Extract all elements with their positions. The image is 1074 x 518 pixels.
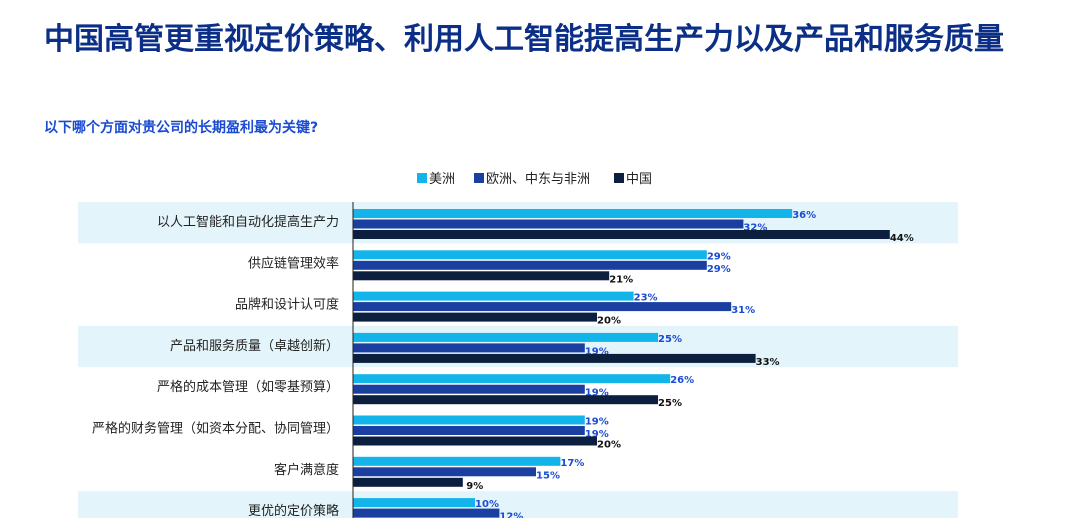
value-label-1-3: 44% bbox=[890, 233, 914, 244]
value-label-4-2: 19% bbox=[585, 346, 609, 357]
row-band-8 bbox=[78, 491, 958, 518]
bar-6-2 bbox=[353, 426, 585, 435]
bar-5-3 bbox=[353, 395, 658, 405]
legend-swatch-1 bbox=[417, 173, 427, 183]
value-label-3-1: 23% bbox=[634, 293, 658, 304]
value-label-1-1: 36% bbox=[792, 210, 816, 221]
bar-8-1 bbox=[353, 498, 475, 508]
page-title: 中国高管更重视定价策略、利用人工智能提高生产力以及产品和服务质量 bbox=[44, 22, 1004, 57]
bar-6-1 bbox=[353, 415, 585, 425]
value-label-6-3: 20% bbox=[597, 440, 621, 451]
bar-4-1 bbox=[353, 332, 658, 342]
category-label-1: 以人工智能和自动化提高生产力 bbox=[157, 214, 339, 230]
bar-2-2 bbox=[353, 260, 707, 270]
value-label-4-3: 33% bbox=[756, 357, 780, 368]
value-label-7-1: 17% bbox=[560, 458, 584, 469]
category-label-7: 客户满意度 bbox=[274, 462, 339, 478]
category-label-8: 更优的定价策略 bbox=[248, 503, 339, 518]
bar-8-2 bbox=[353, 508, 500, 518]
legend-swatch-2 bbox=[474, 173, 484, 183]
value-label-3-3: 20% bbox=[597, 316, 621, 327]
bar-7-3 bbox=[353, 477, 463, 487]
bar-1-3 bbox=[353, 230, 890, 239]
value-label-2-1: 29% bbox=[707, 251, 731, 262]
value-label-5-1: 26% bbox=[670, 375, 694, 386]
category-label-3: 品牌和设计认可度 bbox=[235, 297, 339, 313]
bar-4-2 bbox=[353, 343, 585, 353]
value-label-2-3: 21% bbox=[609, 274, 633, 285]
value-label-6-2: 19% bbox=[585, 429, 609, 440]
legend-label-3: 中国 bbox=[626, 172, 652, 187]
value-label-2-2: 29% bbox=[707, 264, 731, 275]
bar-2-3 bbox=[353, 271, 610, 281]
bar-5-1 bbox=[353, 374, 671, 384]
bar-3-1 bbox=[353, 291, 634, 301]
bar-1-2 bbox=[353, 219, 744, 229]
value-label-6-1: 19% bbox=[585, 417, 609, 428]
chart-subtitle: 以下哪个方面对贵公司的长期盈利最为关键? bbox=[44, 120, 319, 136]
bar-3-3 bbox=[353, 312, 597, 322]
bar-3-2 bbox=[353, 302, 732, 312]
value-label-5-2: 19% bbox=[585, 388, 609, 399]
bar-4-3 bbox=[353, 353, 756, 363]
category-label-2: 供应链管理效率 bbox=[248, 255, 339, 271]
value-label-8-1: 10% bbox=[475, 499, 499, 510]
legend-swatch-3 bbox=[614, 173, 624, 183]
category-label-6: 严格的财务管理（如资本分配、协同管理） bbox=[92, 421, 339, 437]
value-label-4-1: 25% bbox=[658, 334, 682, 345]
value-label-8-2: 12% bbox=[499, 512, 523, 518]
value-label-7-2: 15% bbox=[536, 470, 560, 481]
bar-6-3 bbox=[353, 436, 597, 446]
value-label-1-2: 32% bbox=[743, 223, 767, 234]
bar-5-2 bbox=[353, 384, 585, 394]
legend-label-1: 美洲 bbox=[429, 172, 455, 187]
value-label-3-2: 31% bbox=[731, 305, 755, 316]
bar-7-1 bbox=[353, 456, 561, 466]
bar-2-1 bbox=[353, 250, 707, 260]
category-label-4: 产品和服务质量（卓越创新） bbox=[170, 338, 339, 354]
category-label-5: 严格的成本管理（如零基预算） bbox=[157, 379, 339, 395]
value-label-7-3: 9% bbox=[466, 481, 483, 492]
legend-label-2: 欧洲、中东与非洲 bbox=[486, 172, 590, 187]
value-label-5-3: 25% bbox=[658, 398, 682, 409]
bar-1-1 bbox=[353, 209, 793, 218]
bar-7-2 bbox=[353, 467, 536, 477]
